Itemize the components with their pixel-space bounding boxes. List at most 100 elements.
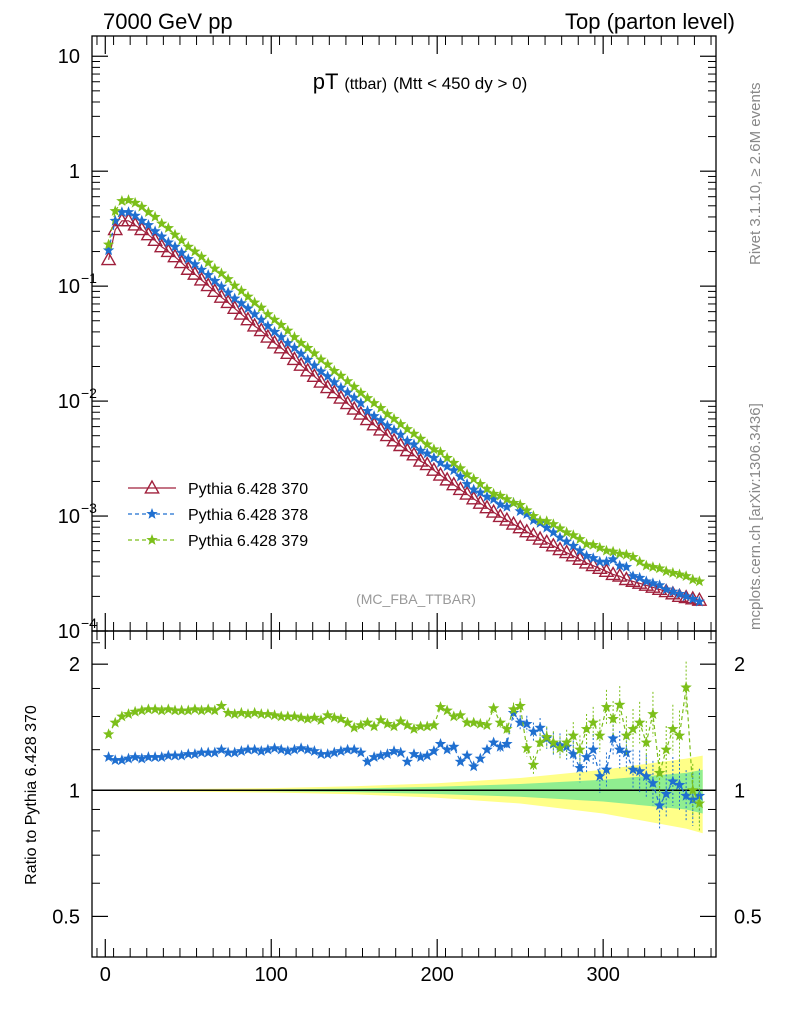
ratio-point [667,775,679,787]
data-point [268,325,281,337]
header-right: Top (parton level) [565,9,735,34]
ratio-point [102,751,115,762]
ratio-point [534,736,546,748]
data-point [660,565,672,577]
ratio-point [527,758,540,770]
ratio-point [156,751,168,762]
data-point [494,498,506,510]
data-point [439,471,455,486]
data-point [653,562,666,574]
ratio-point [248,743,261,755]
ratio-point [328,711,340,723]
data-point [479,499,495,514]
ratio-point [222,746,234,758]
data-point [222,286,234,298]
ratio-point [162,749,174,761]
ratio-point [129,751,141,762]
data-point [459,485,475,500]
data-point [441,452,453,463]
data-point [574,533,586,544]
data-point [149,225,161,237]
ratio-point [474,717,486,729]
data-point [133,221,150,236]
xtick-label: 200 [421,964,454,986]
ratio-point [640,770,652,782]
data-point [421,438,433,450]
data-point [627,570,639,581]
data-point [120,212,137,227]
ratio-point [594,729,606,741]
ratio-point [262,743,274,755]
data-point [507,497,520,508]
data-point [600,544,613,556]
data-point [441,460,453,472]
ratio-point [322,709,334,721]
ratio-point [288,710,301,722]
data-point [335,369,347,381]
ratio-point [169,749,181,761]
data-point [574,544,586,556]
ratio-point [693,797,706,809]
data-point [129,196,141,208]
data-point [335,381,347,393]
legend-marker [144,479,160,494]
data-point [487,493,500,505]
data-point [366,416,382,431]
data-point [534,514,546,526]
ratio-point [102,728,115,740]
data-point [288,341,301,353]
ratio-ytick-label-right: 2 [734,654,745,676]
ratio-point [468,716,480,728]
ratio-point [680,681,692,693]
ratio-point [653,799,666,811]
data-point [474,486,486,498]
ratio-point [607,732,619,744]
data-point [339,395,356,410]
xtick-label: 300 [586,964,619,986]
data-point [189,245,201,257]
ratio-ytick-label: 2 [69,654,80,676]
data-point [116,206,128,217]
data-point [142,206,155,217]
ratio-frame [91,630,717,958]
data-point [308,347,321,359]
ratio-point [660,788,672,799]
main-frame [91,35,717,632]
ratio-point [541,731,553,742]
ratio-point [448,710,460,722]
ratio-point [428,745,440,756]
series-2 [102,194,706,587]
ratio-point [348,743,360,755]
ratio-point [567,729,579,741]
ratio-point [308,745,321,756]
rivet-label: Rivet 3.1.10, ≥ 2.6M events [747,83,764,266]
data-point [302,341,314,353]
data-point [368,397,380,408]
ratio-point [169,704,181,716]
ytick-label: 10 [58,46,80,68]
ratio-point [414,751,427,762]
data-point [552,541,568,556]
ratio-point [142,751,155,762]
data-point [580,538,593,549]
ratio-point [189,703,201,715]
ratio-point [587,716,599,728]
data-point [680,590,692,602]
data-point [246,317,263,332]
data-point [180,260,197,275]
ratio-point [574,762,586,773]
data-point [640,575,652,587]
ratio-point [534,721,546,733]
ratio-point [687,784,699,796]
ratio-point [401,755,413,767]
data-point [213,288,230,303]
data-point [527,514,540,526]
data-point [348,380,360,392]
ratio-point [322,748,334,759]
data-point [215,280,228,292]
data-point [355,386,367,398]
data-point [122,194,135,205]
data-point [346,400,363,415]
ratio-point [627,723,639,734]
